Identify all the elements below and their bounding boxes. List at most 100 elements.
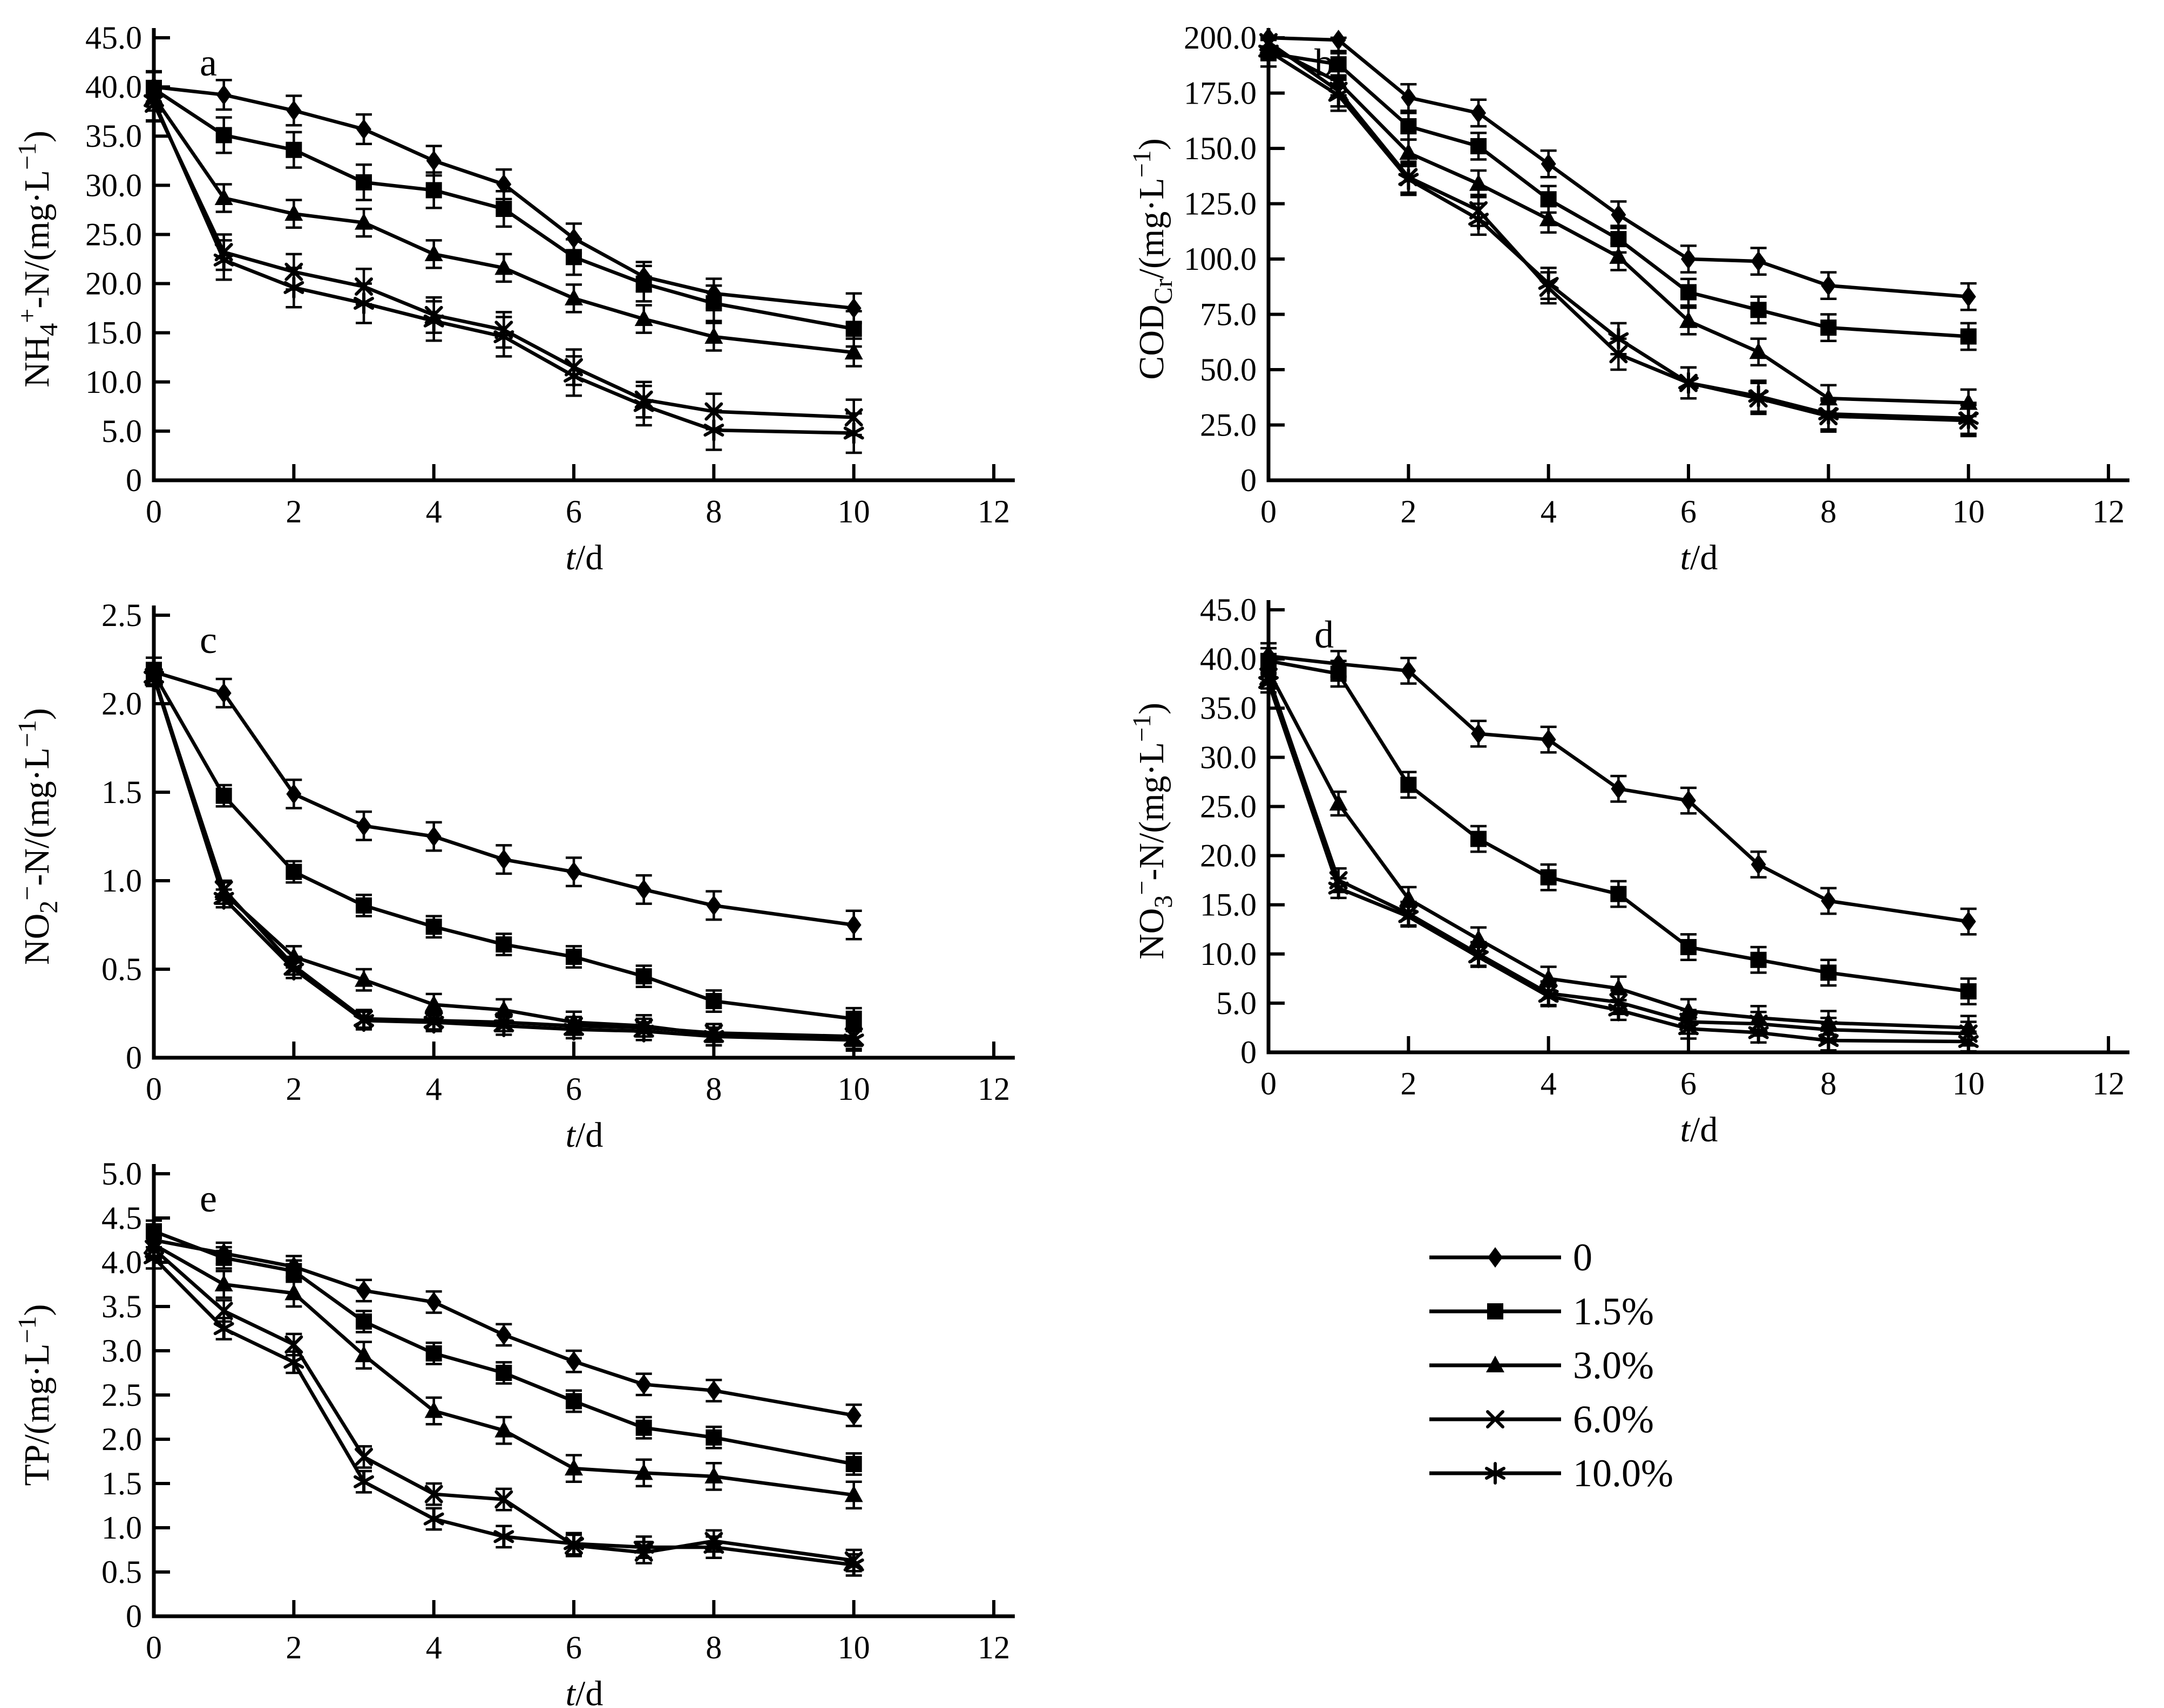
asterisk-marker xyxy=(1258,671,1279,694)
chart-no3-n: 0 5.0 10.0 15.0 20.0 25.0 30.0 35.0 40.0 45.0 0 2 4 6… xyxy=(1125,580,2151,1144)
y-axis-label: TP/(mg·L−1) xyxy=(13,1304,57,1486)
triangle-marker-shape xyxy=(704,326,723,344)
label-part: NH xyxy=(17,336,57,387)
asterisk-marker xyxy=(1958,407,1979,430)
chart-nh4-n: 0 5.0 10.0 15.0 20.0 25.0 30.0 35.0 40.0 45.0 0 2 4 6… xyxy=(11,8,1036,572)
asterisk-marker xyxy=(703,1025,724,1048)
x-tick-label: 6 xyxy=(1680,1066,1697,1101)
asterisk-marker-shape xyxy=(703,1025,724,1048)
triangle-marker xyxy=(214,188,233,206)
square-marker xyxy=(215,127,232,144)
triangle-marker-shape xyxy=(844,343,863,360)
chart-canvas-c: 00.51.01.52.02.50 2 4 6 8 10 12NO2−-N/(mg·L−1)… xyxy=(13,597,1015,1149)
triangle-marker-shape xyxy=(494,258,513,275)
series-3.0% xyxy=(1259,36,1978,418)
diamond-marker-shape xyxy=(1751,251,1766,272)
asterisk-marker-shape xyxy=(144,1246,164,1269)
asterisk-marker xyxy=(354,292,375,315)
chart-canvas-a: 0 5.0 10.0 15.0 20.0 25.0 30.0 35.0 40.0 45.0 0 2 4 6… xyxy=(13,20,1015,572)
square-marker xyxy=(496,201,512,217)
series-line-3.0% xyxy=(1267,670,1969,1030)
diamond-marker-shape xyxy=(356,119,372,140)
square-marker-shape xyxy=(1820,964,1837,981)
asterisk-marker xyxy=(633,1536,654,1559)
x-tick-label: 4 xyxy=(426,1071,442,1107)
triangle-marker-shape xyxy=(1679,311,1698,328)
asterisk-marker xyxy=(144,665,164,689)
y-tick-label: 10.0 xyxy=(1200,936,1257,972)
series-10.0% xyxy=(144,665,864,1052)
y-tick-label: 3.5 xyxy=(101,1289,142,1324)
label-part: /(mg·L xyxy=(1132,178,1171,278)
y-tick-label: 40.0 xyxy=(85,69,142,105)
diamond-marker-shape xyxy=(496,849,512,870)
asterisk-marker-shape xyxy=(1468,208,1489,231)
asterisk-marker-shape xyxy=(1608,998,1629,1022)
square-marker xyxy=(1540,869,1557,886)
diamond-marker-shape xyxy=(1751,854,1766,875)
label-part: −1 xyxy=(13,1316,42,1343)
x-axis-label: t/d xyxy=(566,1115,603,1149)
square-marker-shape xyxy=(705,993,722,1010)
x-tick-label: 10 xyxy=(838,494,870,529)
label-part: ) xyxy=(17,131,57,142)
label-part: −1 xyxy=(13,720,42,747)
square-marker xyxy=(1400,118,1417,134)
y-tick-label: 1.5 xyxy=(101,774,142,810)
x-marker xyxy=(494,1490,513,1509)
series-line-10.0% xyxy=(152,676,854,1042)
y-axis-label: NO3−-N/(mg·L−1) xyxy=(1128,703,1178,960)
asterisk-marker-shape xyxy=(1958,1030,1979,1053)
asterisk-marker-shape xyxy=(633,1019,654,1043)
x-marker-shape xyxy=(424,1485,443,1503)
legend-square-icon xyxy=(1487,1303,1503,1319)
square-marker xyxy=(1470,831,1487,847)
diamond-marker-shape xyxy=(496,174,512,195)
square-marker-shape xyxy=(566,1393,582,1410)
x-tick-label: 4 xyxy=(426,1630,442,1665)
square-marker-shape xyxy=(1487,1303,1503,1319)
diamond-marker-shape xyxy=(1471,103,1487,124)
triangle-marker-shape xyxy=(1399,143,1418,160)
diamond-marker-shape xyxy=(566,1351,582,1372)
diamond-marker-shape xyxy=(1681,790,1697,811)
diamond-marker-shape xyxy=(846,915,861,935)
asterisk-marker-shape xyxy=(144,665,164,689)
series-line-3.0% xyxy=(1267,45,1969,405)
y-tick-label: 1.0 xyxy=(101,1510,142,1546)
axis-lines xyxy=(152,28,1015,482)
diamond-marker-shape xyxy=(356,815,372,836)
triangle-marker-shape xyxy=(1486,1356,1504,1372)
y-tick-label: 25.0 xyxy=(1200,788,1257,824)
diamond-marker-shape xyxy=(496,1324,512,1345)
y-tick-label: 150.0 xyxy=(1184,131,1257,166)
y-tick-label: 125.0 xyxy=(1184,186,1257,222)
square-marker xyxy=(635,1419,652,1436)
triangle-marker xyxy=(634,1463,653,1480)
asterisk-marker xyxy=(1398,905,1419,928)
x-tick-label: 12 xyxy=(978,1630,1010,1665)
label-part: -N/(mg·L xyxy=(17,747,57,886)
square-marker-shape xyxy=(1680,284,1697,301)
series-line-10.0% xyxy=(152,1256,854,1567)
diamond-marker-shape xyxy=(286,100,302,121)
y-tick-label: 50.0 xyxy=(1200,352,1257,387)
triangle-marker-shape xyxy=(355,1345,374,1363)
square-marker-shape xyxy=(215,127,232,144)
x-tick-label: 8 xyxy=(1820,494,1836,529)
panel-label-d: d xyxy=(1314,613,1334,656)
label-part: t xyxy=(566,538,576,572)
legend-marker-1-square-icon xyxy=(1429,1303,1561,1319)
x-tick-label: 4 xyxy=(1541,494,1557,529)
square-marker-shape xyxy=(425,182,442,199)
x-tick-label: 6 xyxy=(566,1071,582,1107)
square-marker-shape xyxy=(425,1345,442,1362)
series-10.0% xyxy=(144,79,864,454)
asterisk-marker xyxy=(1468,208,1489,231)
series-line-10.0% xyxy=(1267,49,1969,420)
triangle-marker xyxy=(424,995,443,1012)
asterisk-marker-shape xyxy=(493,1014,514,1037)
diamond-marker-shape xyxy=(356,1280,372,1301)
square-marker-shape xyxy=(635,1419,652,1436)
legend-label-2: 3.0% xyxy=(1573,1344,1654,1387)
